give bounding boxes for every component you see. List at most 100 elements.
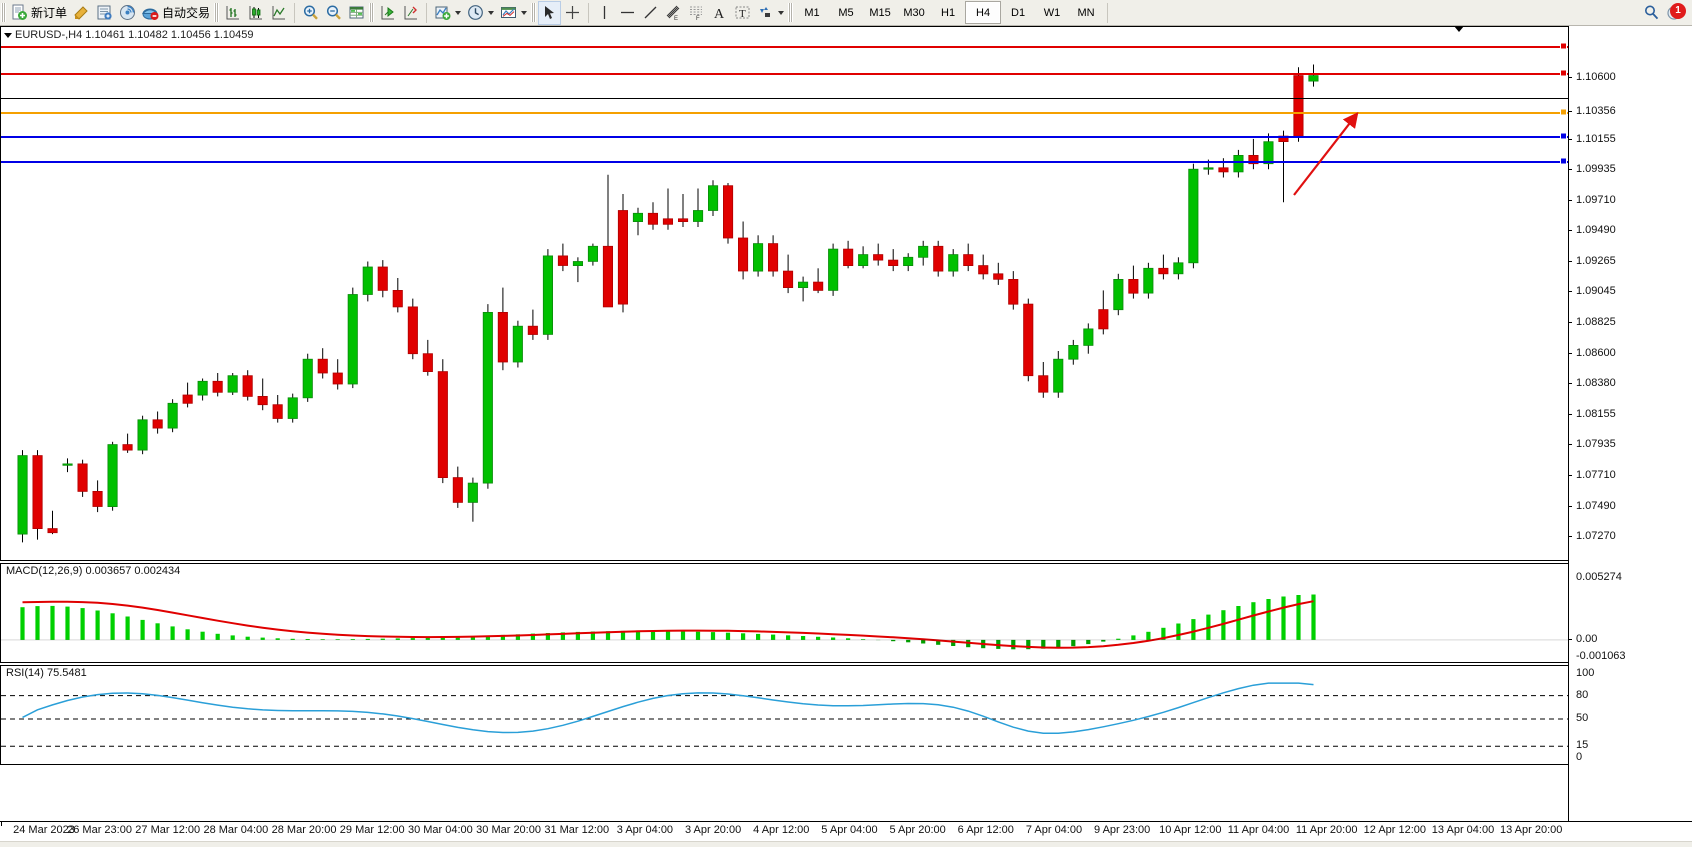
time-tick-label: 30 Mar 20:00 <box>476 824 541 836</box>
time-tick-label: 5 Apr 20:00 <box>889 824 946 836</box>
time-tick <box>1 822 2 826</box>
notification-icon[interactable]: 1 <box>1666 2 1686 22</box>
templates-button[interactable] <box>497 2 530 24</box>
zoom-out-button[interactable] <box>322 2 345 24</box>
time-tick-label: 26 Mar 23:00 <box>67 824 132 836</box>
equidistant-channel-tool[interactable]: E <box>662 2 685 24</box>
toolbar-grip-4[interactable] <box>531 3 537 22</box>
price-level-line-resistance[interactable] <box>1 73 1569 76</box>
price-tick <box>1568 383 1572 384</box>
time-tick-label: 13 Apr 04:00 <box>1431 824 1495 836</box>
timeframe-h4[interactable]: H4 <box>965 1 1002 24</box>
price-tick-label: 1.07270 <box>1576 529 1616 542</box>
timeframe-h1[interactable]: H1 <box>941 6 956 19</box>
zoom-out-icon <box>325 4 342 21</box>
rsi-tick-label: 100 <box>1576 667 1595 679</box>
price-tick-label: 1.09265 <box>1576 255 1616 268</box>
timeframe-m30[interactable]: M30 <box>903 6 925 19</box>
line-chart-icon <box>270 4 287 21</box>
signals-button[interactable] <box>116 2 139 24</box>
line-chart-button[interactable] <box>267 2 290 24</box>
indicators-button[interactable] <box>431 2 464 24</box>
search-icon[interactable] <box>1643 4 1660 21</box>
metaeditor-button[interactable] <box>70 2 93 24</box>
price-level-line-resistance[interactable] <box>1 46 1569 49</box>
price-level-handle[interactable] <box>1560 157 1567 165</box>
rsi-tick-label: 80 <box>1576 688 1589 701</box>
timeframe-mn[interactable]: MN <box>1077 6 1095 19</box>
text-label-tool[interactable]: T <box>731 2 754 24</box>
time-tick-label: 29 Mar 12:00 <box>339 824 405 836</box>
periods-button[interactable] <box>464 2 497 24</box>
new-order-label: 新订单 <box>31 6 68 20</box>
macd-pane[interactable]: MACD(12,26,9) 0.003657 0.002434 <box>0 563 1692 663</box>
macd-tick <box>1568 638 1572 640</box>
price-pane[interactable]: EURUSD-,H4 1.10461 1.10482 1.10456 1.104… <box>0 26 1692 561</box>
chevron-down-icon[interactable] <box>455 10 462 15</box>
axis-line <box>1568 26 1569 821</box>
vertical-line-tool[interactable] <box>593 2 616 24</box>
price-level-line-pending[interactable] <box>1 111 1569 114</box>
price-level-line-support[interactable] <box>1 160 1569 163</box>
time-scale[interactable]: 24 Mar 2023 26 Mar 23:00 27 Mar 12:00 28 Ma… <box>0 821 1692 841</box>
chart-area[interactable]: EURUSD-,H4 1.10461 1.10482 1.10456 1.104… <box>0 26 1692 821</box>
auto-scroll-button[interactable] <box>376 2 399 24</box>
fibonacci-icon: F <box>688 4 705 21</box>
price-level-handle[interactable] <box>1560 108 1567 116</box>
chevron-down-icon-4[interactable] <box>778 10 785 15</box>
chevron-down-icon-2[interactable] <box>488 10 495 15</box>
channel-icon: E <box>665 4 682 21</box>
price-level-handle[interactable] <box>1560 42 1567 50</box>
price-tick <box>1568 199 1572 201</box>
trendline-tool[interactable] <box>639 2 662 24</box>
rsi-label: RSI(14) 75.5481 <box>6 667 87 679</box>
price-level-handle[interactable] <box>1560 132 1567 140</box>
cursor-tool[interactable] <box>538 0 562 25</box>
symbol-collapse-arrow[interactable] <box>4 33 12 38</box>
time-tick-label: 12 Apr 12:00 <box>1363 824 1427 836</box>
toolbar-grip-2[interactable] <box>214 3 220 22</box>
price-level-handle[interactable] <box>1560 69 1567 77</box>
rsi-tick-label: 15 <box>1576 739 1589 752</box>
robot-icon <box>142 4 159 21</box>
price-level-line-last-price[interactable] <box>1 97 1569 99</box>
fibonacci-tool[interactable]: F <box>685 2 708 24</box>
autotrading-button[interactable]: 自动交易 <box>139 2 213 24</box>
bar-chart-icon <box>224 4 241 21</box>
chevron-down-icon-3[interactable] <box>521 10 528 15</box>
candlestick-chart-button[interactable] <box>244 2 267 24</box>
new-order-button[interactable]: 新订单 <box>8 2 70 24</box>
timeframe-m1[interactable]: M1 <box>804 6 820 19</box>
bar-chart-button[interactable] <box>221 2 244 24</box>
terminal-button[interactable] <box>93 2 116 24</box>
signal-icon <box>119 4 136 21</box>
macd-tick-label: 0.005274 <box>1576 571 1622 583</box>
horizontal-line-tool[interactable] <box>616 2 639 24</box>
timeframe-w1[interactable]: W1 <box>1043 6 1061 19</box>
trendline-icon <box>642 4 659 21</box>
shapes-tool[interactable] <box>754 2 787 24</box>
rsi-pane[interactable]: RSI(14) 75.5481 <box>0 665 1692 765</box>
toolbar-grip[interactable] <box>1 3 6 22</box>
rsi-tick-label: 50 <box>1576 712 1589 724</box>
time-tick-label: 3 Apr 04:00 <box>616 824 674 836</box>
timeframe-m15[interactable]: M15 <box>869 6 891 19</box>
crosshair-icon <box>564 4 581 21</box>
text-tool[interactable]: A <box>708 2 731 24</box>
autotrading-label: 自动交易 <box>162 6 211 20</box>
chart-shift-button[interactable] <box>399 2 422 24</box>
toolbar-grip-3[interactable] <box>369 3 375 22</box>
time-tick-label: 9 Apr 23:00 <box>1094 824 1151 836</box>
crosshair-tool[interactable] <box>561 2 584 24</box>
timeframe-m5[interactable]: M5 <box>838 6 854 19</box>
macd-label: MACD(12,26,9) 0.003657 0.002434 <box>6 565 181 577</box>
toolbar-grip-5[interactable] <box>788 3 794 22</box>
main-toolbar: 新订单 <box>0 0 1692 26</box>
price-level-line-support[interactable] <box>1 136 1569 138</box>
svg-text:T: T <box>739 8 746 20</box>
data-window-button[interactable] <box>345 2 368 24</box>
time-tick-label: 28 Mar 20:00 <box>271 824 337 836</box>
timeframe-d1[interactable]: D1 <box>1011 6 1026 19</box>
price-scale[interactable]: 1.10600 1.10356 1.10155 1.09935 1.09710 1.094… <box>1568 26 1692 821</box>
zoom-in-button[interactable] <box>299 2 322 24</box>
